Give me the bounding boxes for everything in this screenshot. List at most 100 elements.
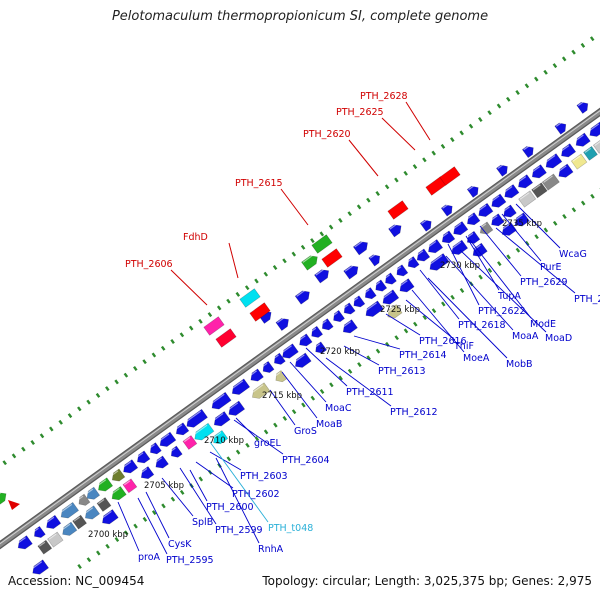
gene-label-forward: PTH_2606 xyxy=(125,259,173,270)
tick-dot-reverse xyxy=(413,321,418,327)
cds-reverse-row2-21-body xyxy=(382,289,400,305)
cds-reverse-row1-32-shine xyxy=(426,241,437,249)
cds-reverse-row3-1 xyxy=(100,509,119,525)
leader-line-reverse xyxy=(405,299,456,341)
leader-line-reverse xyxy=(427,277,508,359)
cds-reverse-row2-30 xyxy=(531,182,548,199)
cds-reverse-row2-14 xyxy=(226,400,246,416)
cds-reverse-row2-6-body xyxy=(111,486,127,501)
backbone-line xyxy=(0,109,600,548)
gene-label-trna: PTH_t048 xyxy=(268,523,313,534)
cds-reverse-row2-29-shine xyxy=(519,192,530,200)
cds-reverse-row1-26-shine xyxy=(363,289,370,295)
cds-forward-13 xyxy=(301,254,318,271)
cds-reverse-row2-21-shine xyxy=(381,291,393,300)
tick-dot-reverse xyxy=(450,294,455,300)
cds-reverse-row1-15-body xyxy=(231,378,251,395)
cds-reverse-row2-22-shine xyxy=(398,280,408,288)
cds-forward-9 xyxy=(521,145,534,159)
cds-reverse-row1-27-shine xyxy=(373,281,381,287)
gene-label-reverse: PTH_2618 xyxy=(458,320,506,331)
cds-reverse-row1-9 xyxy=(135,450,151,464)
cds-reverse-row2-26 xyxy=(478,221,494,235)
label-leader-lines xyxy=(117,101,576,555)
tick-dot-reverse xyxy=(123,530,129,536)
gene-label-reverse: groEL xyxy=(254,438,282,449)
cds-reverse-row1-43-shine xyxy=(574,134,584,142)
tick-dot-forward xyxy=(589,36,595,42)
tick-dot-reverse xyxy=(245,442,250,448)
cds-reverse-row2-14-body xyxy=(228,400,246,416)
cds-reverse-row2-13-shine xyxy=(212,412,224,422)
tick-dot-forward xyxy=(571,49,576,55)
leader-line-reverse xyxy=(195,461,234,489)
tick-dot-forward xyxy=(310,238,315,244)
tick-dot-forward xyxy=(198,318,203,324)
cds-reverse-row2-2-body xyxy=(62,521,78,536)
leader-line-reverse xyxy=(215,457,260,544)
gene-label-reverse: MoaA xyxy=(512,331,539,342)
cds-reverse-row2-19 xyxy=(341,319,358,334)
cds-reverse-row1-7-shine xyxy=(110,470,119,477)
leader-line-reverse xyxy=(305,347,348,387)
tick-dot-reverse xyxy=(282,415,288,421)
scale-label: 2705 kbp xyxy=(144,481,184,491)
gene-label-reverse: PTH_2614 xyxy=(399,350,447,361)
cds-reverse-row2-8 xyxy=(139,466,155,480)
tick-dot-reverse xyxy=(403,328,409,334)
cds-reverse-row2-4-body xyxy=(84,505,101,520)
cds-reverse-row2-3 xyxy=(72,514,87,530)
leader-line-reverse xyxy=(209,451,242,471)
gene-label-reverse: MobB xyxy=(506,359,533,370)
tick-dot-forward xyxy=(450,137,455,143)
tick-dot-rows xyxy=(2,36,600,569)
cds-forward-13-shine xyxy=(302,254,314,263)
accession-text: Accession: NC_009454 xyxy=(8,574,145,588)
cds-reverse-row2-24 xyxy=(449,239,469,255)
cds-reverse-row1-26 xyxy=(363,287,377,300)
cds-forward-16-shine xyxy=(296,289,306,297)
tick-dot-forward xyxy=(468,123,474,129)
cds-reverse-row1-40-body xyxy=(531,164,547,179)
tick-dot-forward xyxy=(216,305,222,311)
leader-line-reverse xyxy=(117,501,140,552)
cds-reverse-row1-21-shine xyxy=(309,327,317,333)
cds-reverse-row3-4-shine xyxy=(471,244,481,253)
tick-dot-forward xyxy=(543,69,548,75)
tick-dot-reverse xyxy=(366,355,371,361)
tick-dot-reverse xyxy=(571,207,577,213)
cds-reverse-row2-6 xyxy=(110,486,127,501)
cds-reverse-row1-30-shine xyxy=(406,258,413,264)
cds-forward-0-shine xyxy=(0,491,3,501)
tick-dot-reverse xyxy=(590,193,595,199)
cds-reverse-row2-9 xyxy=(153,455,169,469)
cds-reverse-row1-23 xyxy=(331,310,345,323)
cds-forward-4-shine xyxy=(389,223,398,230)
cds-reverse-row2-28-shine xyxy=(501,206,510,213)
tick-dot-reverse xyxy=(441,301,446,307)
tick-dot-forward xyxy=(515,90,520,95)
cds-reverse-row2-3-body xyxy=(72,514,87,530)
cds-reverse-row1-20-body xyxy=(299,333,313,347)
cds-reverse-row1-31 xyxy=(415,248,431,262)
cds-reverse-row1-11-shine xyxy=(158,433,170,443)
gene-label-forward: FdhD xyxy=(183,232,208,243)
cds-reverse-row1-21 xyxy=(309,325,324,338)
cds-reverse-row2-31 xyxy=(541,173,560,191)
cds-reverse-row3-1-shine xyxy=(100,510,112,520)
cds-reverse-row1-6-shine xyxy=(96,479,107,487)
cds-reverse-row2-18-shine xyxy=(313,343,321,349)
gene-label-reverse: MoeA xyxy=(463,353,490,364)
cds-reverse-row1-8 xyxy=(121,459,139,474)
tick-dot-forward xyxy=(30,440,35,445)
gene-label-reverse: PTH_2622 xyxy=(478,306,526,317)
cds-reverse-row1-35 xyxy=(465,212,481,226)
tick-dot-forward xyxy=(67,413,73,419)
cds-reverse-row1-13-shine xyxy=(184,410,202,423)
cds-reverse-row3-5 xyxy=(500,221,517,236)
cds-reverse-row2-31-shine xyxy=(543,175,553,183)
tick-dot-forward xyxy=(160,345,166,351)
tick-dot-reverse xyxy=(524,240,530,246)
cds-reverse-row1-25-shine xyxy=(351,297,359,303)
tick-dot-reverse xyxy=(478,274,483,280)
